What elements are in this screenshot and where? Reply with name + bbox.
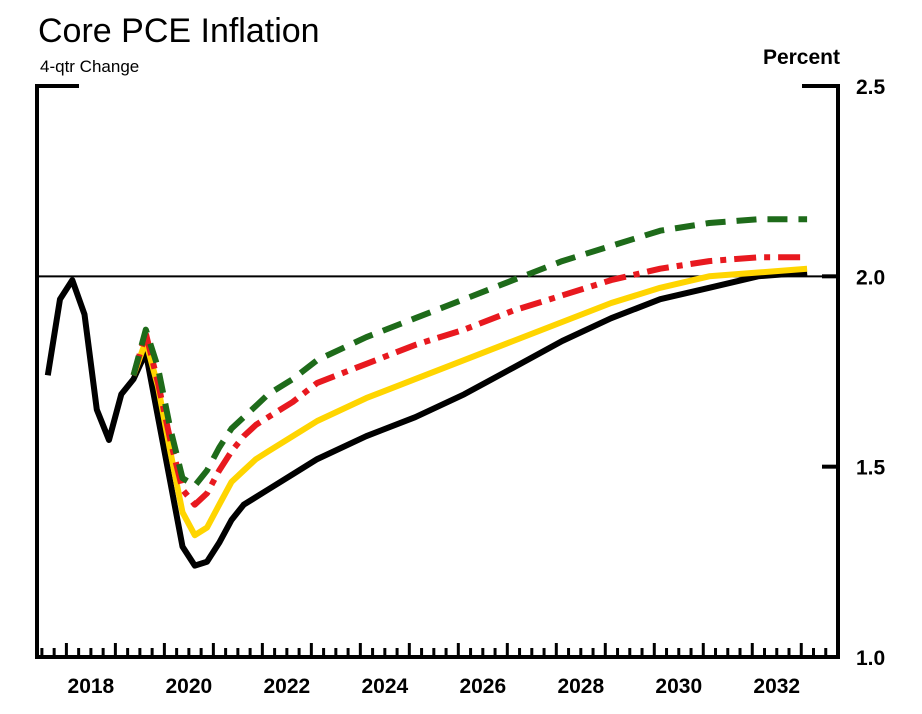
x-axis: 2018 2020 2022 2024 2026 2028 2030 2032	[40, 643, 828, 698]
x-tick-label: 2024	[361, 675, 408, 698]
x-tick-label: 2032	[753, 675, 800, 698]
y-tick-label: 2.5	[856, 76, 886, 99]
x-tick-label: 2026	[459, 675, 506, 698]
x-tick-label: 2022	[263, 675, 310, 698]
series-line-4	[130, 216, 808, 489]
y-axis: 1.0 1.5 2.0 2.5	[822, 76, 886, 670]
y-tick-label: 2.0	[856, 266, 885, 289]
series-line-3	[130, 254, 808, 508]
unit-label: Percent	[762, 46, 840, 69]
x-tick-label: 2028	[557, 675, 604, 698]
y-tick-label: 1.0	[856, 647, 885, 670]
y-tick-label: 1.5	[856, 457, 886, 480]
series-line-1	[44, 269, 808, 569]
x-tick-label: 2030	[655, 675, 702, 698]
x-tick-label: 2018	[68, 675, 115, 698]
chart-subtitle: 4-qtr Change	[40, 57, 140, 76]
chart-title: Core PCE Inflation	[38, 12, 320, 50]
series-group	[44, 216, 808, 569]
x-tick-label: 2020	[166, 675, 213, 698]
series-line-2	[130, 265, 808, 539]
